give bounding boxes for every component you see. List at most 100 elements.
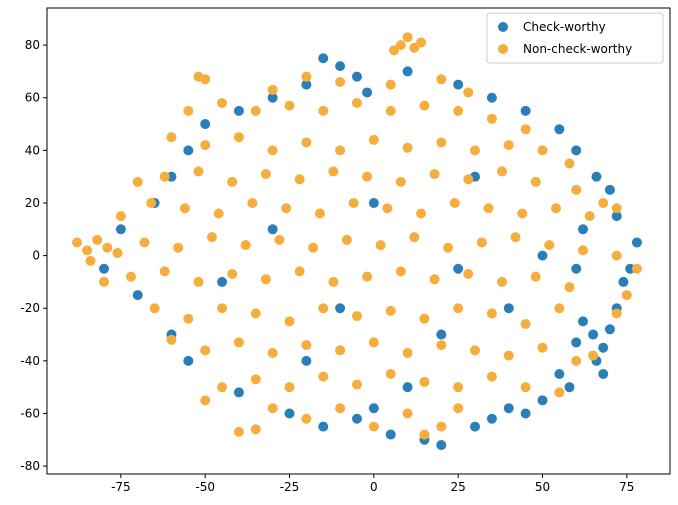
point	[416, 208, 427, 219]
point	[395, 40, 406, 51]
point	[82, 245, 93, 256]
point	[159, 171, 170, 182]
point	[389, 45, 400, 56]
point	[328, 166, 339, 177]
point	[550, 203, 561, 214]
point	[368, 403, 379, 414]
point	[611, 211, 622, 222]
point	[217, 382, 228, 393]
point	[247, 197, 258, 208]
point	[351, 71, 362, 82]
point	[503, 403, 514, 414]
y-tick-label: 60	[25, 91, 40, 105]
point	[375, 240, 386, 251]
point	[335, 403, 346, 414]
point	[554, 124, 565, 135]
point	[564, 158, 575, 169]
point	[503, 140, 514, 151]
point	[486, 308, 497, 319]
point	[537, 342, 548, 353]
y-tick-label: 40	[25, 143, 40, 157]
point	[486, 371, 497, 382]
point	[240, 240, 251, 251]
point	[166, 132, 177, 143]
point	[301, 355, 312, 366]
point	[227, 176, 238, 187]
point	[409, 42, 420, 53]
point	[301, 71, 312, 82]
x-tick-label: 0	[370, 480, 378, 494]
point	[621, 290, 632, 301]
point	[443, 242, 454, 253]
point	[486, 92, 497, 103]
point	[335, 76, 346, 87]
legend-marker	[498, 44, 508, 54]
y-tick-label: -80	[20, 459, 40, 473]
point	[260, 274, 271, 285]
point	[85, 255, 96, 266]
point	[436, 340, 447, 351]
point	[470, 145, 481, 156]
point	[362, 171, 373, 182]
point	[227, 269, 238, 280]
legend-marker	[498, 22, 508, 32]
point	[470, 345, 481, 356]
point	[233, 132, 244, 143]
point	[598, 197, 609, 208]
point	[362, 271, 373, 282]
point	[341, 234, 352, 245]
point	[385, 79, 396, 90]
point	[159, 266, 170, 277]
point	[453, 79, 464, 90]
point	[72, 237, 83, 248]
point	[402, 66, 413, 77]
point	[517, 208, 528, 219]
y-tick-label: -60	[20, 406, 40, 420]
point	[314, 208, 325, 219]
point	[348, 197, 359, 208]
point	[183, 313, 194, 324]
point	[520, 124, 531, 135]
point	[284, 408, 295, 419]
point	[591, 171, 602, 182]
x-tick-label: -50	[195, 480, 215, 494]
point	[584, 211, 595, 222]
plot-frame	[46, 7, 671, 475]
point	[544, 240, 555, 251]
point	[92, 234, 103, 245]
y-tick-label: 0	[32, 249, 40, 263]
point	[368, 134, 379, 145]
point	[588, 350, 599, 361]
point	[233, 387, 244, 398]
point	[571, 355, 582, 366]
point	[453, 263, 464, 274]
point	[436, 137, 447, 148]
point	[577, 245, 588, 256]
point	[115, 211, 126, 222]
point	[510, 232, 521, 243]
point	[463, 269, 474, 280]
point	[112, 247, 123, 258]
point	[497, 276, 508, 287]
point	[577, 224, 588, 235]
point	[125, 271, 136, 282]
point	[301, 79, 312, 90]
x-tick-label: 75	[619, 480, 634, 494]
point	[571, 184, 582, 195]
point	[486, 113, 497, 124]
point	[200, 119, 211, 130]
point	[385, 429, 396, 440]
point	[503, 350, 514, 361]
point	[402, 408, 413, 419]
point	[294, 174, 305, 185]
y-tick-label: -40	[20, 354, 40, 368]
point	[409, 232, 420, 243]
point	[598, 369, 609, 380]
legend-label: Check-worthy	[523, 20, 606, 34]
point	[520, 105, 531, 116]
point	[429, 274, 440, 285]
point	[335, 61, 346, 72]
point	[611, 250, 622, 261]
x-tick-label: -75	[111, 480, 131, 494]
